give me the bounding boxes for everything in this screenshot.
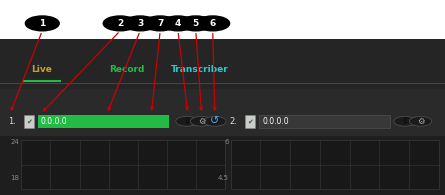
Text: 4: 4 <box>175 19 181 28</box>
FancyBboxPatch shape <box>38 115 169 128</box>
Text: ⚙: ⚙ <box>198 117 205 126</box>
FancyBboxPatch shape <box>0 89 445 136</box>
Text: 6: 6 <box>210 19 216 28</box>
Circle shape <box>409 116 432 126</box>
Circle shape <box>103 16 137 31</box>
Circle shape <box>161 16 195 31</box>
Text: 1.: 1. <box>8 117 16 126</box>
FancyBboxPatch shape <box>0 39 445 89</box>
Text: 7: 7 <box>157 19 163 28</box>
Text: ✔: ✔ <box>26 118 32 124</box>
FancyBboxPatch shape <box>24 115 34 128</box>
FancyBboxPatch shape <box>259 115 390 128</box>
Text: 🔊: 🔊 <box>185 117 189 122</box>
Circle shape <box>394 116 416 126</box>
Text: ⚙: ⚙ <box>417 117 424 126</box>
Text: Transcriber: Transcriber <box>171 65 229 74</box>
Text: 0.0.0.0: 0.0.0.0 <box>41 117 68 126</box>
Text: Live: Live <box>31 65 52 74</box>
Text: 0.0.0.0: 0.0.0.0 <box>262 117 289 126</box>
Circle shape <box>179 16 213 31</box>
Circle shape <box>123 16 157 31</box>
Text: 6: 6 <box>224 139 229 145</box>
Text: 4.5: 4.5 <box>218 176 229 182</box>
FancyBboxPatch shape <box>231 140 439 189</box>
FancyBboxPatch shape <box>0 136 445 195</box>
Circle shape <box>143 16 177 31</box>
Circle shape <box>196 16 230 31</box>
Text: 1: 1 <box>39 19 45 28</box>
Text: 18: 18 <box>11 176 20 182</box>
Text: 2.: 2. <box>229 117 237 126</box>
Circle shape <box>190 116 213 126</box>
FancyBboxPatch shape <box>21 140 225 189</box>
FancyBboxPatch shape <box>0 0 445 39</box>
Circle shape <box>204 116 226 126</box>
Text: 2: 2 <box>117 19 123 28</box>
Circle shape <box>25 16 59 31</box>
Circle shape <box>176 116 198 126</box>
Text: 3: 3 <box>137 19 143 28</box>
Text: 🔊: 🔊 <box>403 117 407 122</box>
Text: 24: 24 <box>11 139 20 145</box>
Text: ✔: ✔ <box>247 118 253 124</box>
Text: 5: 5 <box>193 19 199 28</box>
FancyBboxPatch shape <box>245 115 255 128</box>
Text: Record: Record <box>109 65 144 74</box>
Text: ↺: ↺ <box>210 116 220 126</box>
